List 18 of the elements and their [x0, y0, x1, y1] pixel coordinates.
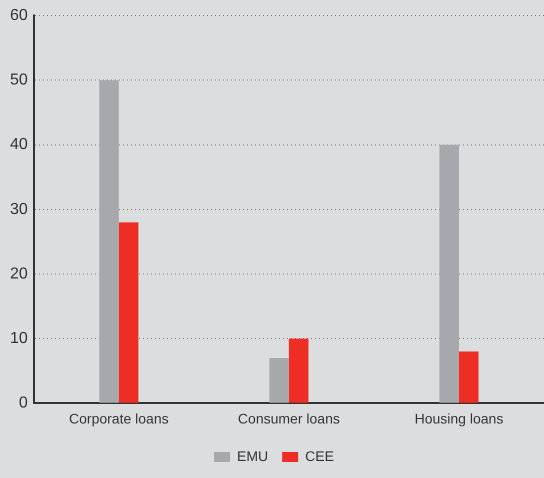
y-tick-label: 10 — [10, 330, 28, 348]
y-tick-label: 60 — [10, 7, 28, 24]
bar — [269, 358, 289, 403]
legend-label: CEE — [305, 448, 334, 464]
x-tick-label: Consumer loans — [238, 410, 340, 426]
y-tick-label: 30 — [10, 200, 28, 218]
legend-label: EMU — [237, 448, 268, 464]
y-tick-label: 20 — [10, 265, 28, 282]
bar — [99, 80, 119, 403]
bar — [118, 222, 138, 403]
x-tick-label: Corporate loans — [69, 410, 169, 426]
bar — [458, 352, 479, 403]
bar — [288, 338, 308, 403]
y-tick-label: 40 — [10, 136, 28, 154]
y-tick-label: 0 — [18, 394, 28, 412]
x-tick-label: Housing loans — [414, 410, 504, 426]
y-tick-label: 50 — [10, 72, 28, 89]
bar — [439, 144, 459, 403]
